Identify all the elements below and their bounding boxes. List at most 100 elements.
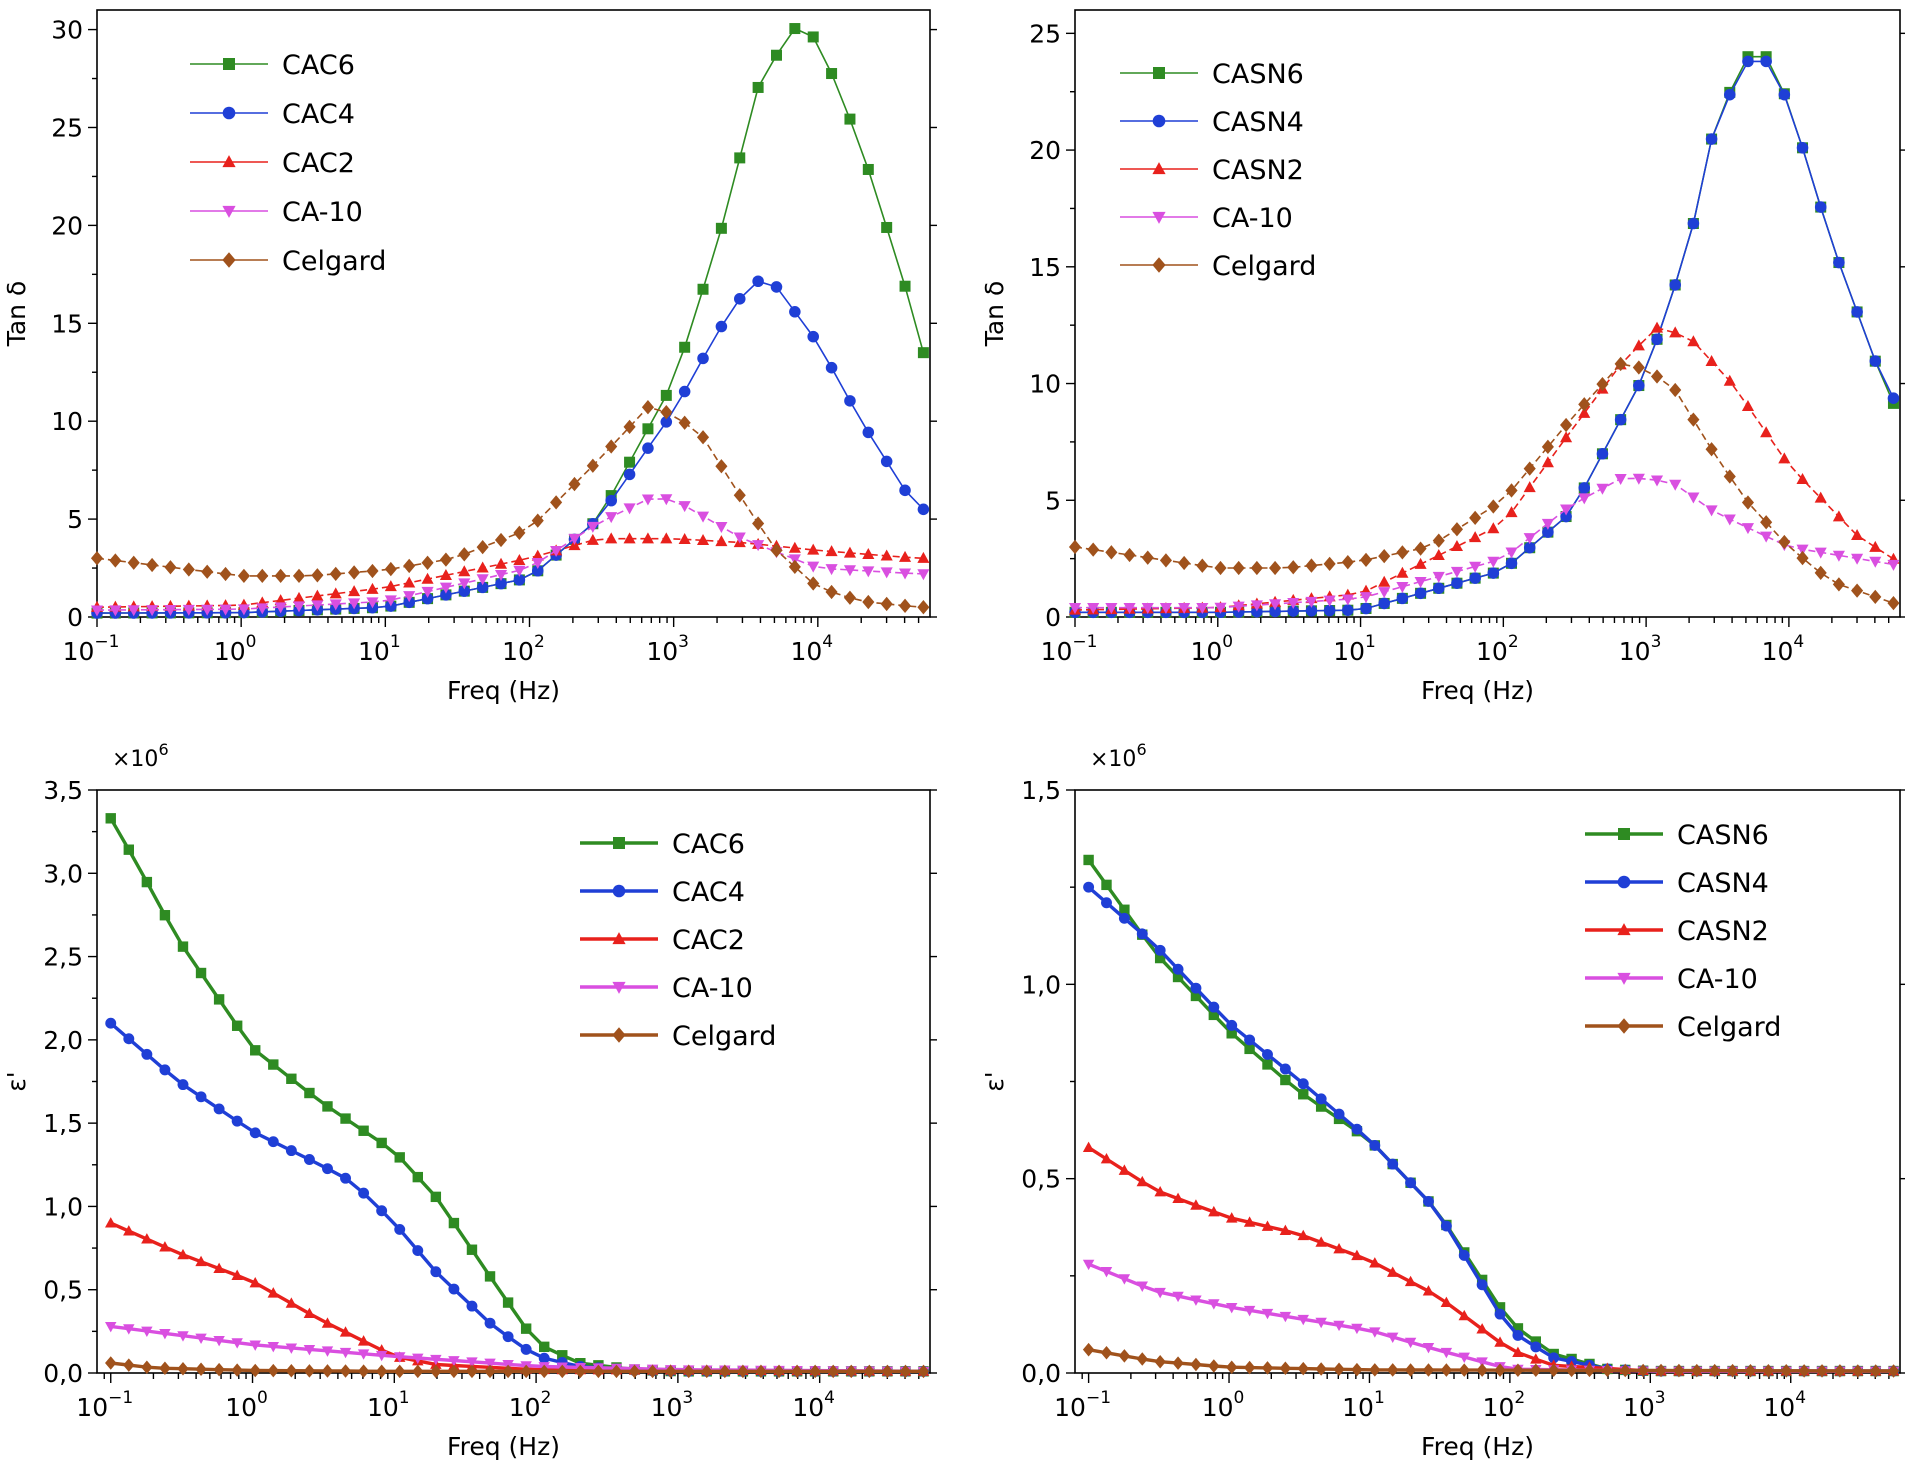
- legend-marker: [1152, 257, 1166, 273]
- legend-item: CAC6: [580, 829, 745, 860]
- data-point: [1458, 1249, 1470, 1261]
- data-point: [304, 1087, 315, 1099]
- data-point: [1261, 1308, 1274, 1320]
- data-point: [1196, 602, 1209, 614]
- legend-marker: [612, 884, 626, 898]
- data-point: [1369, 1363, 1381, 1377]
- y-tick-label: 5: [1045, 486, 1061, 515]
- data-point: [825, 361, 838, 374]
- data-point: [1798, 1364, 1810, 1378]
- legend-label: CASN2: [1212, 155, 1304, 186]
- data-point: [1333, 1243, 1345, 1254]
- y-axis-label: ε': [980, 1071, 1009, 1091]
- legend-label: CA-10: [282, 197, 363, 228]
- series-line: [96, 498, 924, 611]
- data-point: [843, 565, 856, 577]
- data-point: [1450, 566, 1464, 578]
- data-point: [1494, 1336, 1506, 1347]
- legend-item: CASN6: [1120, 59, 1304, 90]
- data-point: [1190, 1295, 1202, 1306]
- plot-frame: [96, 9, 931, 618]
- data-point: [1655, 1363, 1667, 1378]
- legend-label: CA-10: [1212, 203, 1293, 234]
- data-point: [1279, 1063, 1291, 1075]
- data-point: [123, 1225, 135, 1236]
- data-point: [1422, 1285, 1435, 1296]
- x-tick-label: 100: [1202, 1388, 1245, 1422]
- data-point: [213, 1103, 225, 1115]
- legend-item: CASN4: [1585, 868, 1769, 899]
- data-point: [484, 1271, 496, 1282]
- data-point: [1760, 531, 1773, 543]
- data-point: [109, 553, 122, 568]
- data-point: [105, 813, 116, 824]
- data-point: [574, 1364, 587, 1379]
- series-casn4: [1069, 55, 1900, 619]
- series-celgard: [90, 400, 930, 615]
- x-tick-exponent: −1: [94, 632, 119, 652]
- data-point: [494, 532, 508, 548]
- data-point: [182, 604, 195, 616]
- data-point: [357, 1349, 370, 1360]
- data-point: [440, 589, 452, 601]
- data-point: [1297, 1229, 1309, 1241]
- data-point: [1159, 602, 1172, 614]
- data-point: [881, 1364, 894, 1379]
- data-point: [734, 152, 746, 164]
- data-point: [1542, 526, 1554, 538]
- series-cac4: [105, 1017, 929, 1377]
- data-point: [1487, 567, 1500, 579]
- data-point: [1705, 505, 1718, 517]
- data-point: [623, 532, 636, 544]
- data-point: [1315, 1093, 1327, 1105]
- data-point: [1726, 1363, 1739, 1378]
- data-point: [1387, 1158, 1399, 1170]
- data-point: [159, 910, 171, 921]
- data-point: [1159, 553, 1172, 568]
- x-tick-label: 103: [1619, 632, 1662, 666]
- data-point: [1887, 559, 1900, 571]
- data-point: [231, 1338, 243, 1349]
- data-point: [267, 1341, 280, 1353]
- data-point: [195, 1255, 207, 1267]
- data-point: [256, 568, 269, 584]
- data-point: [880, 455, 893, 468]
- data-point: [1851, 529, 1864, 541]
- series-line: [110, 1324, 924, 1374]
- data-point: [1250, 600, 1263, 612]
- data-point: [1530, 1363, 1542, 1378]
- data-point: [1118, 912, 1130, 924]
- data-point: [1136, 928, 1148, 940]
- legend-label: CA-10: [672, 973, 753, 1004]
- y-tick-label: 0,5: [1021, 1165, 1061, 1194]
- data-point: [213, 994, 225, 1005]
- x-tick-base: 10: [1483, 1393, 1515, 1422]
- data-point: [1742, 55, 1754, 68]
- data-point: [466, 1357, 478, 1368]
- data-point: [394, 1352, 406, 1363]
- series-line: [109, 1021, 924, 1374]
- data-point: [899, 1364, 912, 1379]
- data-point: [752, 275, 764, 288]
- data-point: [678, 532, 691, 544]
- legend-marker: [612, 1027, 626, 1043]
- data-point: [375, 1350, 388, 1362]
- data-point: [733, 488, 746, 503]
- data-point: [1298, 1089, 1309, 1100]
- data-point: [531, 565, 544, 577]
- data-point: [1705, 133, 1718, 145]
- data-point: [1669, 326, 1682, 338]
- data-point: [249, 1363, 261, 1378]
- panel-bottom-left-permittivity-cac: 0,00,51,01,52,02,53,03,510−1 100 101 102 103…: [2, 740, 937, 1461]
- x-tick-label: 104: [1762, 632, 1805, 666]
- legend-marker: [612, 981, 626, 994]
- data-point: [339, 1326, 352, 1337]
- x-tick-label: 100: [214, 632, 257, 666]
- data-point: [1386, 1363, 1399, 1377]
- data-point: [231, 1020, 243, 1031]
- x-tick-base: 10: [646, 637, 678, 666]
- data-point: [1262, 1059, 1273, 1070]
- data-point: [1450, 522, 1464, 537]
- data-point: [1432, 582, 1445, 595]
- data-point: [1225, 1360, 1238, 1374]
